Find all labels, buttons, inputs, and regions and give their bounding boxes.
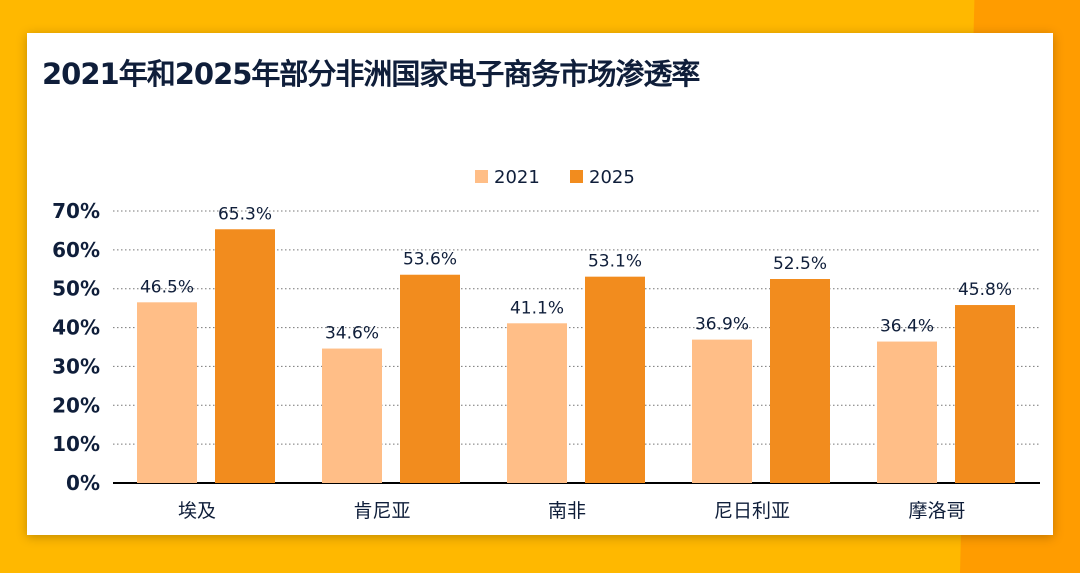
data-label: 36.4% (880, 317, 934, 337)
data-label: 41.1% (510, 298, 564, 318)
data-label: 45.8% (958, 280, 1012, 300)
data-label: 53.6% (403, 250, 457, 270)
y-tick-label: 20% (52, 393, 100, 417)
x-tick-label: 埃及 (178, 500, 216, 522)
bar (770, 279, 830, 483)
y-tick-label: 70% (52, 199, 100, 223)
bar-chart: 0% 10% 20% 30% 40% 50% 60% 70% 2021 2025 46.5% 65.3… (52, 167, 1040, 522)
bar (955, 305, 1015, 483)
legend-swatch (475, 170, 488, 183)
x-tick-label: 肯尼亚 (353, 500, 410, 522)
legend-label: 2025 (589, 167, 635, 188)
y-tick-label: 30% (52, 354, 100, 378)
legend-label: 2021 (494, 167, 540, 188)
y-tick-label: 60% (52, 238, 100, 262)
bar (322, 348, 382, 483)
data-label: 36.9% (695, 315, 749, 335)
data-label: 34.6% (325, 324, 379, 344)
bar (507, 323, 567, 483)
chart-card: 2021年和2025年部分非洲国家电子商务市场渗透率 0% 10% 20% 30% 40… (27, 33, 1053, 535)
x-tick-label: 尼日利亚 (714, 500, 790, 522)
bar (692, 339, 752, 483)
data-label: 53.1% (588, 252, 642, 272)
bar (215, 229, 275, 483)
data-label: 65.3% (218, 204, 272, 224)
data-label: 52.5% (773, 254, 827, 274)
x-tick-label: 南非 (548, 500, 586, 522)
data-label: 46.5% (140, 277, 194, 297)
bar (400, 274, 460, 483)
bar (137, 302, 197, 483)
x-tick-label: 摩洛哥 (908, 500, 965, 522)
legend-swatch (570, 170, 583, 183)
y-tick-label: 0% (66, 471, 100, 495)
y-tick-label: 50% (52, 277, 100, 301)
y-tick-label: 40% (52, 316, 100, 340)
chart-title: 2021年和2025年部分非洲国家电子商务市场渗透率 (42, 57, 700, 91)
bar (877, 341, 937, 483)
bar (585, 276, 645, 483)
y-tick-label: 10% (52, 432, 100, 456)
